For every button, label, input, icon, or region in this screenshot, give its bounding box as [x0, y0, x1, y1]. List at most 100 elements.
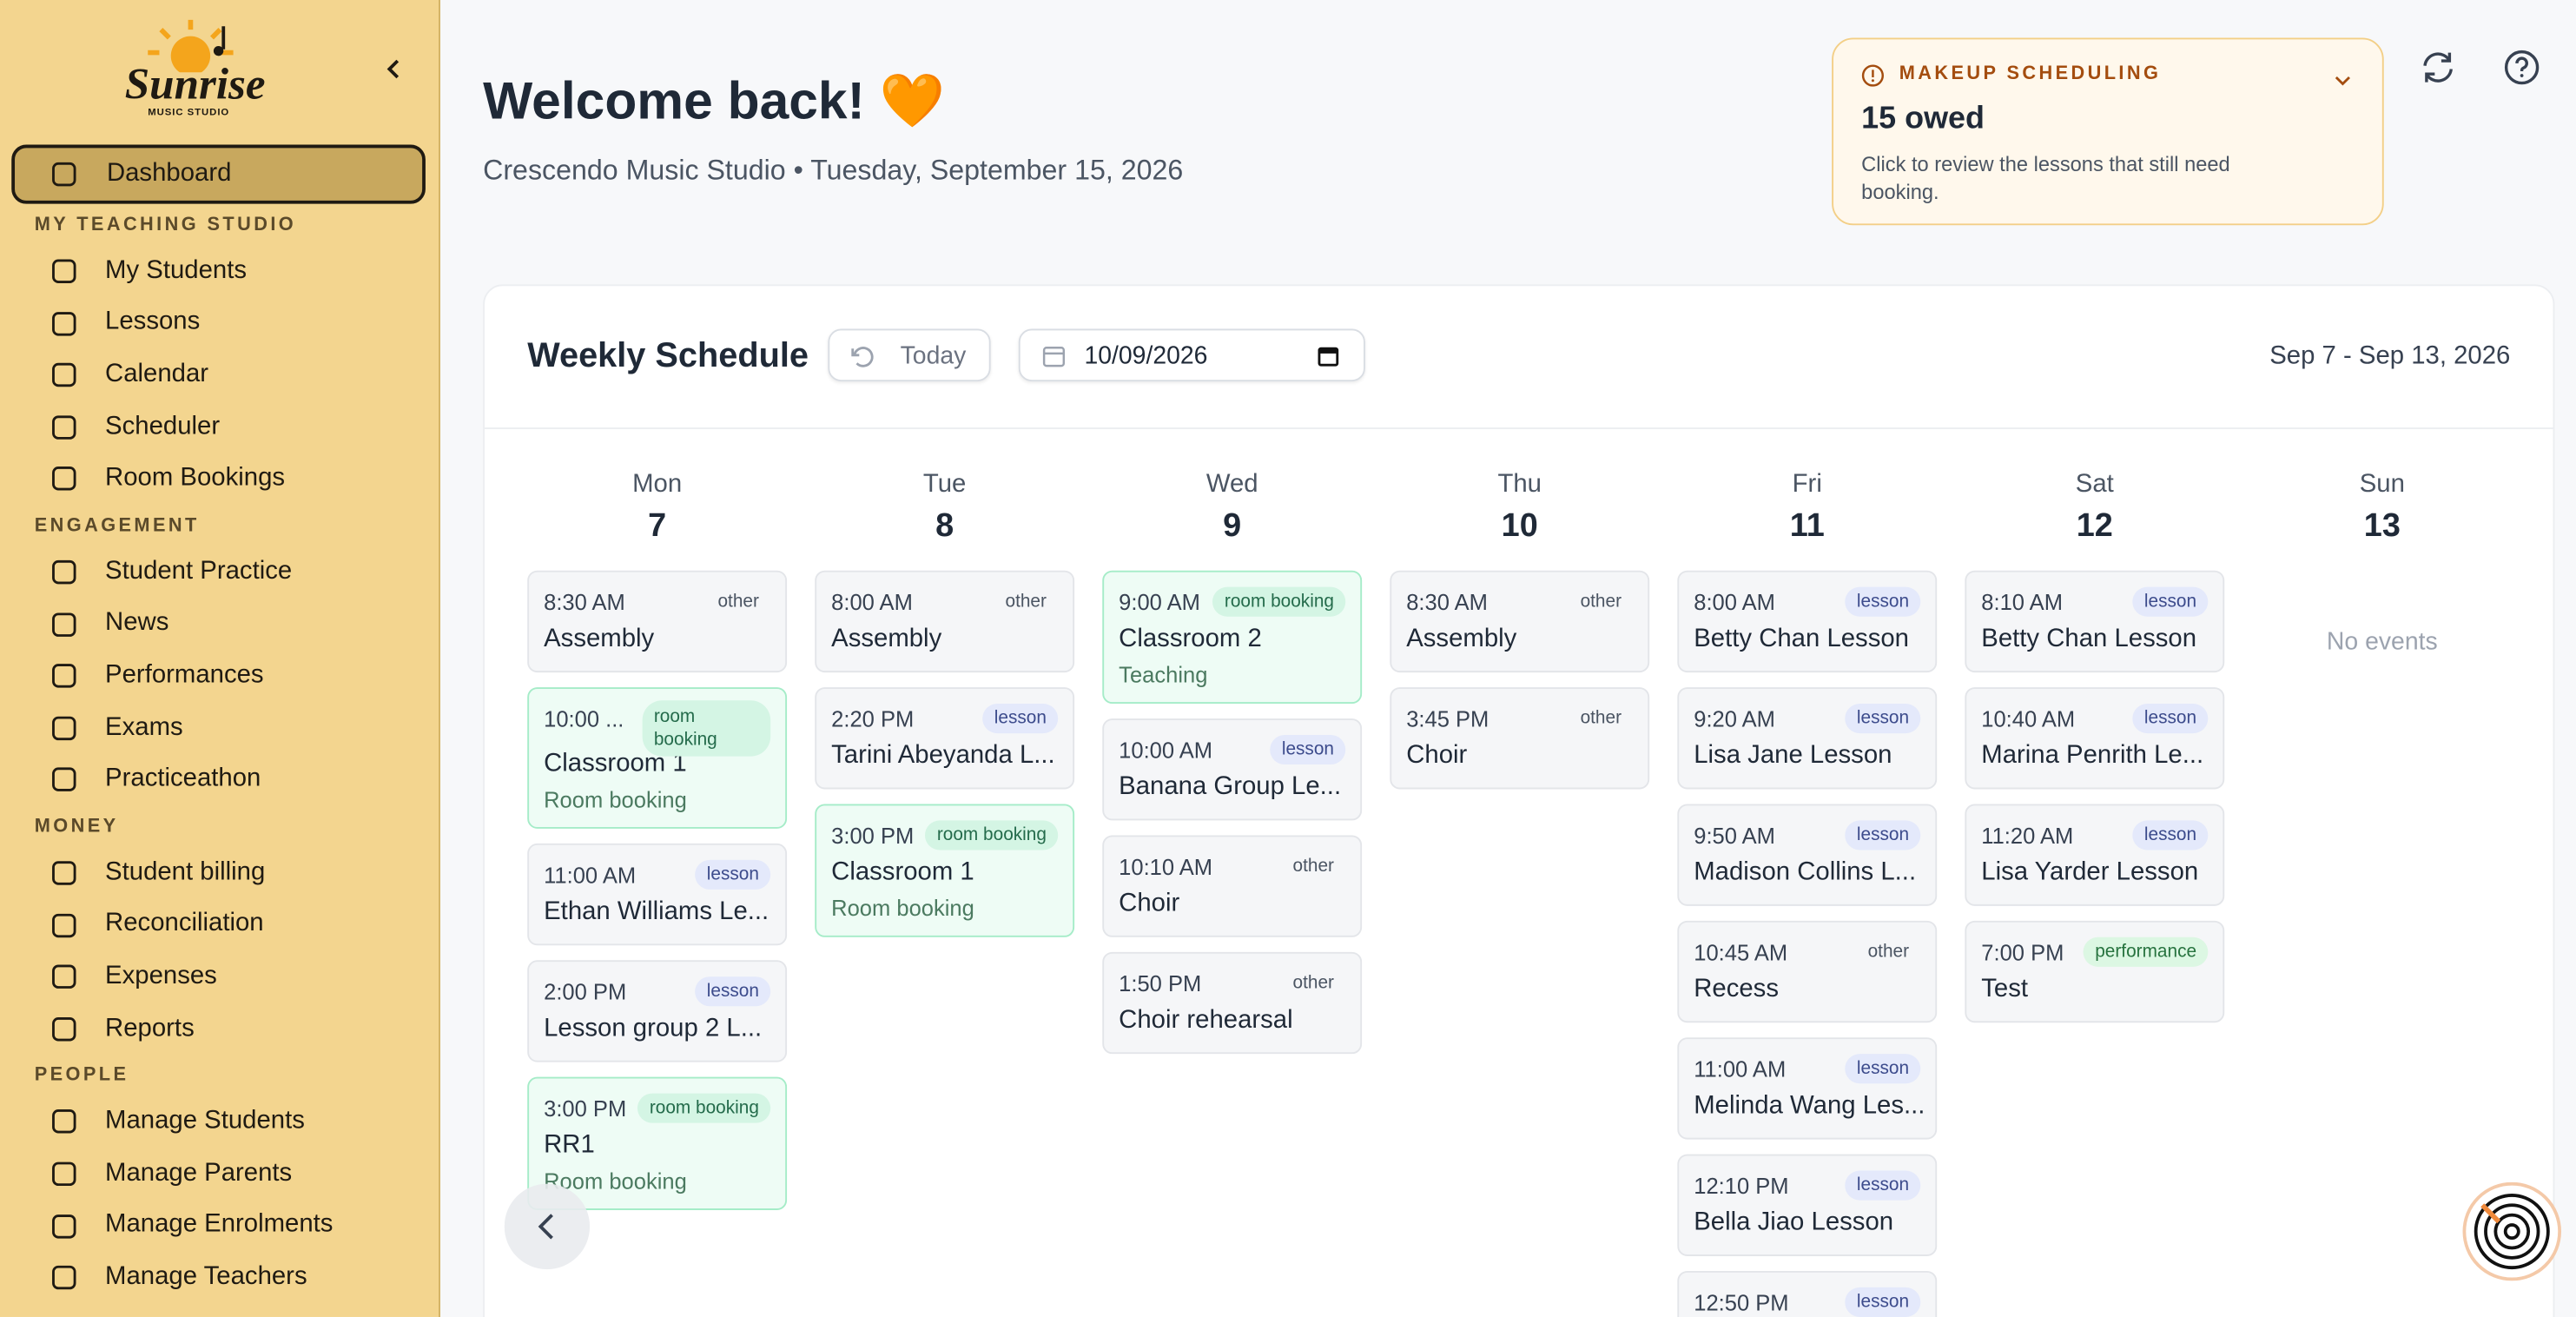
event-card[interactable]: 12:10 PM lesson Bella Jiao Lesson [1677, 1154, 1938, 1256]
event-title: Assembly [1406, 625, 1517, 653]
event-title: Tarini Abeyanda L... [831, 741, 1055, 770]
event-title: Betty Chan Lesson [1694, 625, 1910, 653]
event-card[interactable]: 9:00 AM room booking Classroom 2 Teaching [1102, 570, 1363, 705]
nav-item[interactable]: Calendar [0, 349, 439, 401]
logo-sun [148, 19, 234, 73]
event-card[interactable]: 8:30 AM other Assembly [527, 570, 788, 673]
nav-icon [52, 1266, 76, 1290]
nav-item[interactable]: Lessons [0, 297, 439, 349]
nav-item[interactable]: Manage Teachers [0, 1251, 439, 1303]
nav-item[interactable]: Reconciliation [0, 898, 439, 950]
nav-item[interactable]: Manage Students [0, 1095, 439, 1148]
nav-icon [52, 612, 76, 637]
nav-item[interactable]: Manage Enrolments [0, 1200, 439, 1252]
date-picker-icon[interactable] [1318, 345, 1339, 367]
event-tag: other [1580, 708, 1622, 729]
event-card[interactable]: 9:20 AM lesson Lisa Jane Lesson [1677, 687, 1938, 790]
event-tag: lesson [2132, 820, 2209, 850]
nav-label: Performances [105, 660, 264, 689]
nav-icon-shape [52, 259, 76, 284]
event-card[interactable]: 7:00 PM performance Test [1965, 920, 2225, 1023]
makeup-count: 15 owed [1861, 102, 1985, 137]
event-subtitle: Teaching [1119, 662, 1208, 688]
refresh-button[interactable] [2418, 48, 2457, 87]
nav-icon [52, 559, 76, 585]
day-name: Sat [2075, 470, 2114, 499]
event-card[interactable]: 10:00 AM lesson Banana Group Le... [1102, 718, 1363, 821]
nav-item[interactable]: Exams [0, 702, 439, 754]
collapse-button[interactable] [381, 56, 407, 82]
sidebar: Sunrise MUSIC STUDIO Dashboard MY TEACHIN… [0, 0, 440, 1317]
nav-item[interactable]: Manage Parents [0, 1148, 439, 1200]
event-card[interactable]: 8:30 AM other Assembly [1390, 570, 1650, 673]
nav-section-heading: PEOPLE [34, 1065, 129, 1086]
event-card[interactable]: 11:20 AM lesson Lisa Yarder Lesson [1965, 804, 2225, 906]
nav-item[interactable]: Reports [0, 1003, 439, 1055]
event-card[interactable]: 8:00 AM other Assembly [815, 570, 1075, 673]
prev-week-button[interactable] [504, 1183, 591, 1270]
today-label: Today [900, 341, 967, 369]
event-title: Marina Penrith Le... [1981, 741, 2204, 770]
event-card[interactable]: 10:45 AM other Recess [1677, 920, 1938, 1023]
event-tag: other [717, 592, 759, 612]
schedule-panel: Weekly Schedule Today 10/09/2026 Sep 7 -… [483, 284, 2555, 1317]
event-card[interactable]: 9:50 AM lesson Madison Collins L... [1677, 804, 1938, 906]
nav-icon-shape [52, 363, 76, 387]
nav-item[interactable]: Practiceathon [0, 753, 439, 805]
event-tag: lesson [982, 704, 1059, 734]
nav-label: Scheduler [105, 412, 221, 440]
event-title: Madison Collins L... [1694, 857, 1917, 887]
nav-item[interactable]: Dashboard [11, 144, 426, 204]
event-card[interactable]: 2:20 PM lesson Tarini Abeyanda L... [815, 687, 1075, 790]
nav-icon [52, 414, 76, 440]
event-tag: other [1867, 942, 1910, 963]
nav-icon-shape [52, 1016, 76, 1041]
event-tag: room booking [925, 820, 1059, 850]
calendar-icon [1042, 347, 1066, 367]
event-card[interactable]: 10:00 ... room booking Classroom 1 Room boo… [527, 687, 788, 829]
nav-item[interactable]: Scheduler [0, 400, 439, 453]
event-card[interactable]: 11:00 AM lesson Ethan Williams Le... [527, 843, 788, 946]
event-title: Lisa Jane Lesson [1694, 741, 1892, 770]
date-input[interactable]: 10/09/2026 [1018, 328, 1365, 382]
nav-item[interactable]: News [0, 598, 439, 650]
event-card[interactable]: 8:00 AM lesson Betty Chan Lesson [1677, 570, 1938, 673]
event-card[interactable]: 10:10 AM other Choir [1102, 835, 1363, 937]
event-card[interactable]: 12:50 PM lesson [1677, 1270, 1938, 1317]
help-button[interactable] [2502, 48, 2541, 87]
nav-item[interactable]: Expenses [0, 950, 439, 1003]
event-list: 8:30 AM other Assembly 10:00 ... room bookin… [527, 570, 788, 1210]
event-card[interactable]: 11:00 AM lesson Melinda Wang Les... [1677, 1037, 1938, 1140]
nav-item[interactable]: Performances [0, 650, 439, 702]
nav-icon-shape [52, 612, 76, 637]
nav-icon-shape [52, 664, 76, 688]
makeup-card[interactable]: MAKEUP SCHEDULING 15 owed Click to revie… [1832, 37, 2384, 226]
event-title: Lisa Yarder Lesson [1981, 857, 2199, 887]
event-card[interactable]: 8:10 AM lesson Betty Chan Lesson [1965, 570, 2225, 673]
alert-icon [1861, 64, 1885, 87]
nav-item[interactable]: Room Bookings [0, 453, 439, 505]
event-time: 8:00 AM [1694, 590, 1775, 615]
today-button[interactable]: Today [828, 328, 991, 382]
event-card[interactable]: 10:40 AM lesson Marina Penrith Le... [1965, 687, 2225, 790]
event-card[interactable]: 3:45 PM other Choir [1390, 687, 1650, 790]
event-time: 11:00 AM [1694, 1056, 1787, 1082]
assistant-button[interactable] [2462, 1181, 2562, 1281]
day-name: Sun [2359, 470, 2405, 499]
event-card[interactable]: 2:00 PM lesson Lesson group 2 L... [527, 960, 788, 1062]
event-tag: lesson [2132, 704, 2209, 734]
nav-item[interactable]: Student billing [0, 847, 439, 899]
event-card[interactable]: 3:00 PM room booking Classroom 1 Room booki… [815, 804, 1075, 937]
event-card[interactable]: 3:00 PM room booking RR1 Room booking [527, 1076, 788, 1210]
event-list: 8:00 AM other Assembly 2:20 PM lesson Tarini … [815, 570, 1075, 937]
event-tag: lesson [1845, 704, 1921, 734]
nav-label: Lessons [105, 308, 201, 336]
nav-item[interactable]: My Students [0, 245, 439, 297]
nav-icon-shape [52, 716, 76, 740]
day-date: 7 [648, 507, 667, 545]
nav-item[interactable]: Student Practice [0, 546, 439, 598]
event-tag: room booking [1212, 586, 1346, 617]
event-tag: lesson [1845, 586, 1921, 617]
event-card[interactable]: 1:50 PM other Choir rehearsal [1102, 951, 1363, 1055]
day-name: Fri [1792, 470, 1822, 499]
